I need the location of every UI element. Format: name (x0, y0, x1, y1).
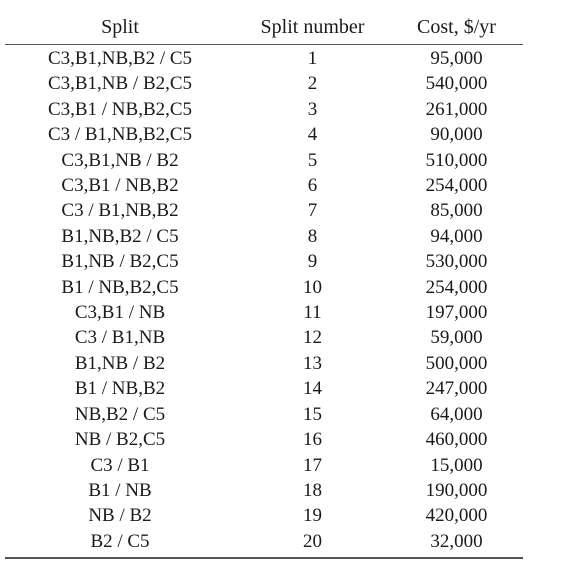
cost-cell: 15,000 (430, 454, 483, 476)
split-cost-table-container: Split Split number Cost, $/yr C3,B1,NB,B… (5, 10, 523, 560)
header-row: Split Split number Cost, $/yr (5, 10, 523, 45)
split-number-cell: 13 (303, 352, 322, 374)
table-header: Split Split number Cost, $/yr (5, 10, 523, 45)
cost-cell: 32,000 (430, 530, 483, 552)
split-cell: B1 / NB,B2,C5 (61, 276, 179, 298)
cost-cell: 247,000 (425, 378, 488, 400)
table-row: NB / B2 19 420,000 (5, 503, 523, 528)
table-row: C3,B1 / NB,B2,C5 3 261,000 (5, 97, 523, 122)
split-number-cell: 8 (307, 225, 318, 247)
cost-cell: 460,000 (425, 429, 488, 451)
split-cell: B1 / NB,B2 (74, 378, 166, 400)
split-cost-table: Split Split number Cost, $/yr C3,B1,NB,B… (5, 10, 523, 554)
table-row: B1,NB / B2 13 500,000 (5, 351, 523, 376)
split-cell: C3 / B1,NB (74, 327, 166, 349)
split-number-cell: 1 (307, 48, 318, 69)
cost-cell: 254,000 (425, 276, 488, 298)
split-number-cell: 16 (303, 429, 322, 451)
split-number-cell: 17 (303, 454, 322, 476)
split-cell: B2 / C5 (90, 530, 150, 552)
cost-cell: 90,000 (430, 124, 483, 146)
split-cell: C3,B1 / NB (74, 302, 166, 324)
split-cell: C3,B1,NB / B2,C5 (47, 73, 193, 95)
header-split: Split (5, 10, 235, 45)
cost-cell: 500,000 (425, 352, 488, 374)
split-number-cell: 10 (303, 276, 322, 298)
split-number-cell: 5 (307, 149, 318, 171)
split-number-cell: 19 (303, 505, 322, 527)
cost-cell: 190,000 (425, 479, 488, 501)
split-cell: NB,B2 / C5 (74, 403, 166, 425)
cost-cell: 197,000 (425, 302, 488, 324)
table-row: B1,NB,B2 / C5 8 94,000 (5, 224, 523, 249)
cost-cell: 254,000 (425, 175, 488, 197)
split-cell: C3,B1 / NB,B2 (61, 175, 179, 197)
split-cell: C3,B1,NB / B2 (61, 149, 179, 171)
split-cell: C3 / B1,NB,B2,C5 (47, 124, 193, 146)
table-row: B1,NB / B2,C5 9 530,000 (5, 249, 523, 274)
table-row: B1 / NB,B2 14 247,000 (5, 376, 523, 401)
split-number-cell: 20 (303, 530, 322, 552)
header-cost: Cost, $/yr (390, 10, 523, 45)
split-number-cell: 15 (303, 403, 322, 425)
split-cell: B1,NB,B2 / C5 (61, 225, 179, 247)
table-row: C3,B1,NB,B2 / C5 1 95,000 (5, 45, 523, 72)
table-row: C3 / B1,NB,B2 7 85,000 (5, 198, 523, 223)
table-row: B2 / C5 20 32,000 (5, 529, 523, 554)
table-row: B1 / NB,B2,C5 10 254,000 (5, 275, 523, 300)
split-number-cell: 9 (307, 251, 318, 273)
cost-cell: 59,000 (430, 327, 483, 349)
cost-cell: 261,000 (425, 98, 488, 120)
table-row: C3 / B1,NB,B2,C5 4 90,000 (5, 122, 523, 147)
table-row: C3,B1 / NB 11 197,000 (5, 300, 523, 325)
split-cell: C3 / B1 (90, 454, 150, 476)
split-cell: C3,B1 / NB,B2,C5 (47, 98, 193, 120)
split-number-cell: 3 (307, 98, 318, 120)
table-row: NB / B2,C5 16 460,000 (5, 427, 523, 452)
split-cell: NB / B2 (88, 505, 152, 527)
split-cell: NB / B2,C5 (74, 429, 166, 451)
table-row: C3,B1 / NB,B2 6 254,000 (5, 173, 523, 198)
split-number-cell: 2 (307, 73, 318, 95)
split-number-cell: 7 (307, 200, 318, 222)
cost-cell: 510,000 (425, 149, 488, 171)
split-cell: B1 / NB (88, 479, 152, 501)
split-number-cell: 14 (303, 378, 322, 400)
cost-cell: 95,000 (430, 48, 483, 69)
table-row: C3 / B1 17 15,000 (5, 453, 523, 478)
table-row: NB,B2 / C5 15 64,000 (5, 402, 523, 427)
table-row: C3,B1,NB / B2,C5 2 540,000 (5, 71, 523, 96)
header-split-number: Split number (235, 10, 390, 45)
cost-cell: 94,000 (430, 225, 483, 247)
split-number-cell: 18 (303, 479, 322, 501)
split-number-cell: 4 (307, 124, 318, 146)
split-cell: C3 / B1,NB,B2 (61, 200, 179, 222)
table-row: B1 / NB 18 190,000 (5, 478, 523, 503)
cost-cell: 64,000 (430, 403, 483, 425)
table-row: C3,B1,NB / B2 5 510,000 (5, 148, 523, 173)
split-number-cell: 12 (303, 327, 322, 349)
cost-cell: 85,000 (430, 200, 483, 222)
cost-cell: 530,000 (425, 251, 488, 273)
split-cell: C3,B1,NB,B2 / C5 (47, 48, 193, 69)
table-row: C3 / B1,NB 12 59,000 (5, 325, 523, 350)
table-body: C3,B1,NB,B2 / C5 1 95,000 C3,B1,NB / B2,C5 2… (5, 45, 523, 555)
cost-cell: 420,000 (425, 505, 488, 527)
split-number-cell: 6 (307, 175, 318, 197)
split-cell: B1,NB / B2,C5 (61, 251, 179, 273)
cost-cell: 540,000 (425, 73, 488, 95)
table-bottom-rule (5, 557, 523, 560)
split-cell: B1,NB / B2 (74, 352, 166, 374)
split-number-cell: 11 (303, 302, 322, 324)
